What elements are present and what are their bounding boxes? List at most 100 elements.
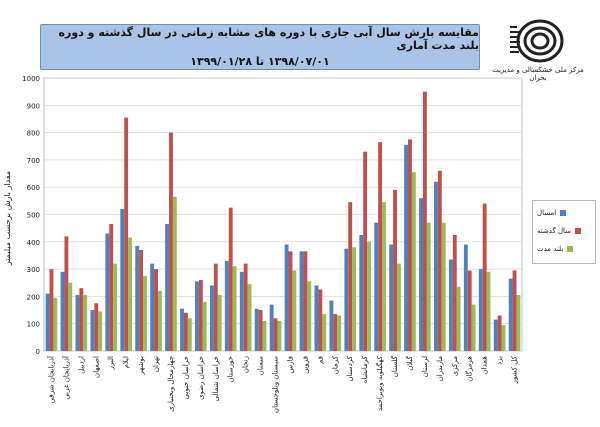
x-tick-label: خوزستان (227, 356, 235, 383)
bar-current (75, 295, 80, 351)
bar-long-term (143, 275, 147, 351)
x-tick-label: مرکزی (451, 356, 459, 377)
x-tick-label: ایلام (122, 356, 130, 368)
x-tick-label: کرمان (331, 355, 339, 374)
legend-swatch-last-year (575, 228, 582, 234)
bar-last-year (198, 280, 203, 351)
legend-label-last-year: سال گذشته (537, 227, 572, 235)
bar-long-term (516, 295, 521, 351)
legend-label-current: امسال (537, 209, 557, 217)
legend-label-long-term: بلند مدت (537, 245, 564, 253)
legend-item-last-year: سال گذشته (537, 227, 582, 235)
bar-long-term (471, 304, 476, 351)
x-tick-label: تهران (152, 356, 160, 372)
bar-long-term (128, 237, 132, 351)
y-tick-label: 500 (27, 212, 40, 220)
x-tick-label: اصفهان (92, 356, 100, 378)
bar-long-term (501, 325, 506, 351)
bar-last-year (497, 315, 502, 351)
bar-last-year (169, 132, 173, 351)
bar-current (344, 248, 349, 352)
y-tick-label: 400 (27, 239, 40, 247)
bar-long-term (382, 202, 386, 351)
x-tick-label: آذربایجان شرقی (46, 355, 55, 403)
bar-current (165, 224, 170, 351)
bar-last-year (452, 234, 457, 351)
bar-last-year (94, 303, 99, 351)
bar-long-term (68, 282, 73, 351)
bar-long-term (396, 263, 401, 351)
x-tick-label: سمنان (257, 356, 265, 375)
bar-last-year (243, 263, 248, 351)
bar-long-term (486, 271, 491, 351)
x-tick-label: چهارمحال وبختیاری (167, 356, 175, 412)
bar-last-year (213, 263, 218, 351)
bar-last-year (183, 312, 188, 351)
bar-last-year (422, 91, 427, 352)
bar-current (150, 263, 155, 351)
bar-current (239, 271, 244, 351)
x-tick-label: کل کشور (511, 355, 519, 384)
y-tick-label: 200 (27, 293, 40, 301)
bar-long-term (157, 290, 162, 351)
bar-last-year (49, 269, 54, 351)
x-tick-label: گلستان (390, 355, 399, 377)
y-tick-label: 900 (27, 102, 40, 110)
bar-current (329, 300, 334, 351)
bar-current (254, 308, 259, 351)
bar-last-year (228, 207, 233, 351)
bar-current (195, 281, 199, 351)
bar-last-year (109, 224, 114, 351)
y-tick-label: 600 (27, 184, 40, 192)
bar-last-year (318, 289, 323, 351)
x-tick-label: گیلان (405, 355, 414, 370)
bar-long-term (292, 270, 297, 351)
x-tick-label: بوشهر (137, 356, 145, 376)
x-tick-label: سیستان وبلوچستان (272, 356, 280, 413)
bar-last-year (467, 270, 472, 351)
bar-last-year (512, 270, 517, 351)
bar-long-term (411, 172, 416, 351)
x-tick-label: زنجان (242, 356, 250, 373)
x-tick-label: یزد (496, 356, 504, 365)
bar-current (463, 244, 468, 351)
bar-current (314, 285, 319, 351)
bar-long-term (187, 318, 192, 351)
bar-last-year (79, 288, 84, 351)
logo-caption: مرکز ملی خشکسالی و مدیریت بحران (492, 66, 584, 82)
legend-swatch-current (560, 210, 567, 216)
x-tick-label: لرستان (421, 356, 429, 377)
bar-long-term (217, 295, 222, 351)
x-tick-label: قزوین (301, 356, 309, 374)
bar-last-year (303, 251, 308, 351)
x-tick-label: هرمزگان (465, 356, 474, 382)
x-tick-label: خراسان رضوی (197, 356, 205, 400)
bar-current (90, 310, 95, 351)
x-tick-label: فارس (286, 356, 294, 373)
x-tick-label: همدان (481, 356, 489, 375)
bar-current (434, 181, 438, 351)
bar-long-term (247, 284, 252, 351)
bar-last-year (64, 236, 69, 351)
bar-current (508, 278, 513, 351)
x-tick-label: خراسان شمالی (212, 356, 220, 402)
bar-current (224, 260, 229, 351)
bar-current (448, 259, 453, 351)
y-tick-label: 300 (27, 266, 40, 274)
bar-last-year (393, 189, 397, 351)
bar-current (209, 285, 214, 351)
bar-last-year (378, 142, 383, 351)
bar-long-term (456, 286, 461, 351)
bar-long-term (322, 314, 327, 351)
bar-long-term (426, 222, 431, 351)
bar-last-year (139, 249, 144, 351)
bar-last-year (154, 269, 158, 351)
bar-long-term (441, 222, 446, 351)
bar-current (45, 293, 50, 351)
bar-current (120, 209, 125, 351)
bar-current (389, 244, 394, 351)
bar-long-term (232, 266, 237, 351)
bar-last-year (363, 151, 368, 351)
y-tick-label: 800 (27, 130, 40, 138)
